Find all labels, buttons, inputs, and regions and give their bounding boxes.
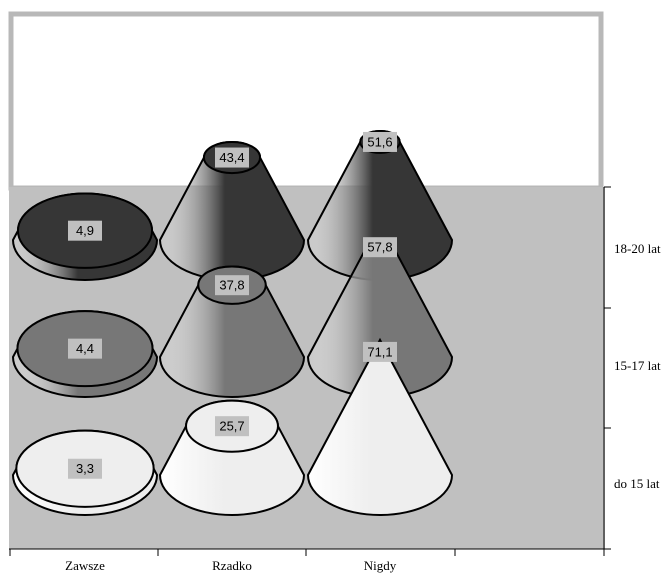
- depth-tick-label: 18-20 lat: [614, 241, 661, 256]
- label-box: [215, 275, 249, 296]
- depth-tick-label: do 15 lat: [614, 476, 660, 491]
- label-box: [363, 131, 397, 152]
- depth-tick-label: 15-17 lat: [614, 358, 661, 373]
- data-label: 51,6: [367, 134, 392, 149]
- label-box: [215, 416, 249, 437]
- label-box: [363, 341, 397, 362]
- data-label: 43,4: [219, 150, 244, 165]
- label-box: [363, 237, 397, 258]
- data-label: 3,3: [76, 461, 94, 476]
- data-label: 4,9: [76, 223, 94, 238]
- x-tick-label: Nigdy: [364, 558, 397, 573]
- data-label: 37,8: [219, 278, 244, 293]
- label-box: [68, 458, 102, 479]
- data-label: 57,8: [367, 240, 392, 255]
- back-wall: [8, 11, 604, 191]
- label-box: [68, 338, 102, 359]
- label-box: [215, 147, 249, 168]
- x-tick-label: Rzadko: [212, 558, 252, 573]
- axis-ticks: [9, 186, 611, 556]
- data-label: 25,7: [219, 419, 244, 434]
- data-label: 71,1: [367, 344, 392, 359]
- data-label: 4,4: [76, 341, 94, 356]
- cone: [306, 337, 454, 516]
- label-box: [68, 220, 102, 241]
- x-tick-label: Zawsze: [65, 558, 105, 573]
